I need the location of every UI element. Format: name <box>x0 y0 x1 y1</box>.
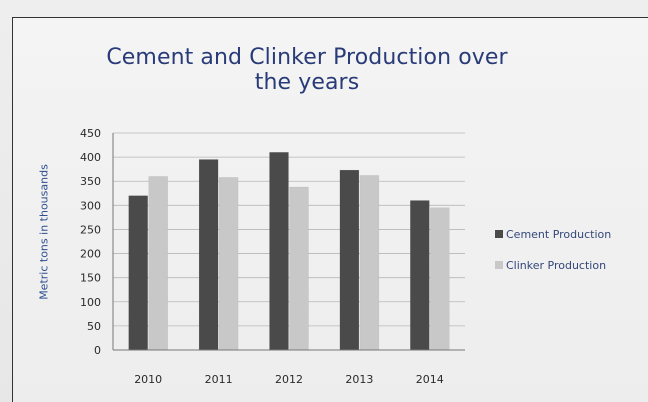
x-tick-label: 2013 <box>345 373 373 386</box>
legend-label-clinker: Clinker Production <box>506 259 606 272</box>
y-tick-label: 300 <box>80 199 101 212</box>
bar-cement-production <box>269 152 289 351</box>
bar-group <box>128 152 450 351</box>
y-tick-label: 350 <box>80 175 101 188</box>
bar-cement-production <box>128 195 148 351</box>
legend: Cement Production Clinker Production <box>495 228 611 272</box>
bar-clinker-production <box>359 175 380 351</box>
bar-clinker-production <box>148 176 168 351</box>
chart-frame <box>12 17 648 402</box>
x-tick-label: 2010 <box>134 373 162 386</box>
bar-cement-production <box>198 159 219 351</box>
bar-cement-production <box>339 169 360 351</box>
y-tick-label: 200 <box>80 248 101 261</box>
y-tick-label: 100 <box>80 296 101 309</box>
legend-swatch-clinker <box>495 261 503 269</box>
x-tick-label: 2011 <box>205 373 233 386</box>
legend-swatch-cement <box>495 230 503 238</box>
x-tick-label: 2012 <box>275 373 303 386</box>
y-tick-label: 50 <box>87 320 101 333</box>
y-tick-label: 400 <box>80 151 101 164</box>
x-tick-label: 2014 <box>416 373 444 386</box>
axis-labels: 0 50 100 150 200 250 300 350 400 450 2010 2011 2012 2… <box>80 127 444 386</box>
chart-title: Cement and Clinker Production over the y… <box>106 45 508 95</box>
axes <box>112 133 465 351</box>
bar-clinker-production <box>430 207 450 351</box>
bar-cement-production <box>410 200 430 351</box>
y-tick-label: 150 <box>80 272 101 285</box>
legend-label-cement: Cement Production <box>506 228 611 241</box>
y-tick-label: 450 <box>80 127 101 140</box>
grid-lines <box>113 132 465 327</box>
bar-clinker-production <box>218 177 239 351</box>
bar-clinker-production <box>289 186 309 351</box>
y-tick-label: 0 <box>94 344 101 357</box>
y-tick-label: 250 <box>80 223 101 236</box>
